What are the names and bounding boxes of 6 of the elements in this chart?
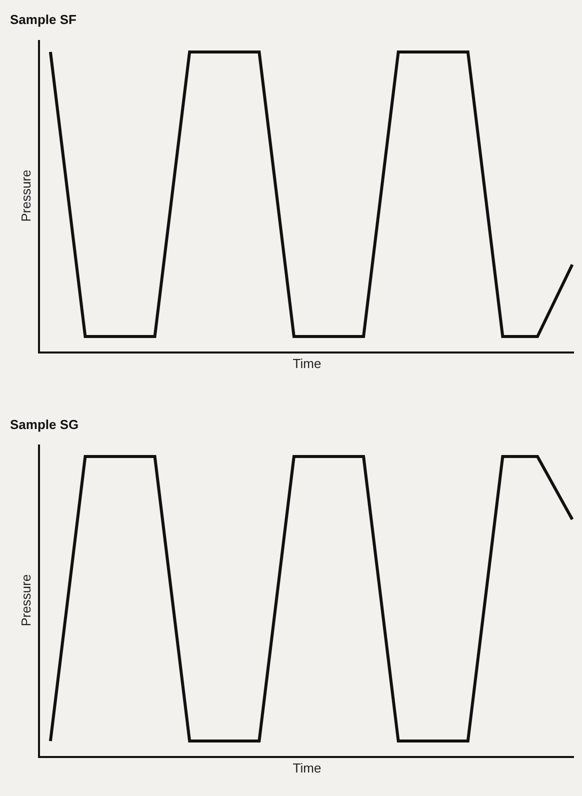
x-axis-title: Time	[292, 356, 322, 371]
x-axis-title: Time	[292, 760, 322, 776]
y-axis-title: Pressure	[18, 574, 34, 626]
chart-title: Sample SG	[10, 417, 79, 432]
chart-title: Sample SF	[10, 12, 77, 27]
y-axis-title: Pressure	[18, 170, 34, 222]
